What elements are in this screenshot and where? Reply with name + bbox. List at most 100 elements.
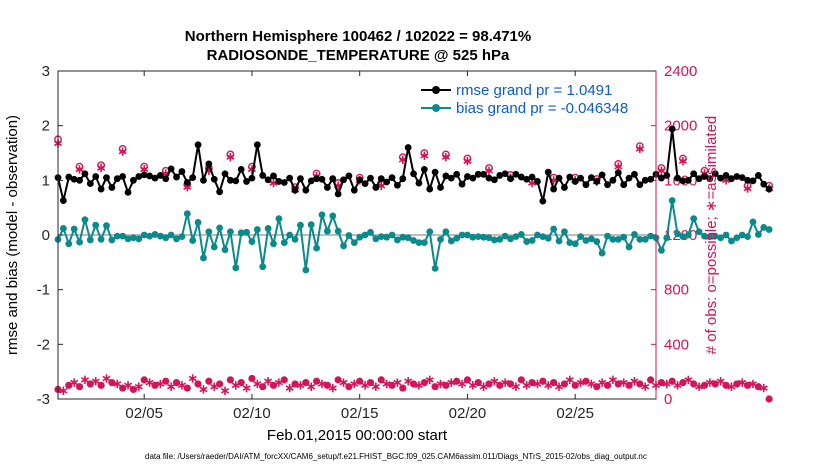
left-tick-label: -2 (37, 336, 50, 353)
rmse-point (706, 175, 714, 183)
obs-low-possible-marker (442, 381, 450, 389)
rmse-point (690, 170, 698, 178)
bias-point (70, 225, 78, 233)
rmse-point (108, 184, 116, 191)
obs-low-possible-marker (302, 379, 310, 387)
obs-low-assimilated-marker (630, 378, 639, 385)
obs-low-assimilated-marker (80, 377, 89, 383)
rmse-point (550, 185, 558, 193)
obs-low-possible-marker (119, 384, 127, 392)
obs-low-possible-marker (463, 376, 472, 384)
rmse-point (760, 180, 768, 188)
rmse-point (307, 177, 315, 185)
bias-point (744, 233, 751, 241)
bias-point (458, 231, 466, 239)
rmse-point (210, 175, 218, 183)
bias-series (54, 197, 773, 274)
x-tick-label: 02/15 (341, 405, 379, 422)
obs-low-possible-marker (528, 379, 536, 387)
right-tick-label: 800 (664, 282, 689, 299)
rmse-point (286, 174, 294, 182)
obs-low-assimilated-marker (619, 379, 628, 386)
bias-point (183, 210, 191, 218)
rmse-point (507, 175, 514, 183)
obs-low-assimilated-marker (188, 375, 197, 382)
rmse-point (388, 174, 396, 182)
obs-low-possible-marker (690, 380, 698, 388)
obs-low-possible-marker (571, 381, 579, 389)
obs-low-assimilated-marker (748, 381, 758, 387)
obs-assimilated-marker (140, 166, 149, 173)
rmse-point (722, 172, 730, 179)
rmse-point (65, 173, 73, 181)
bias-point (275, 215, 283, 223)
bias-point (178, 233, 186, 241)
rmse-point (97, 185, 105, 193)
rmse-point (577, 174, 584, 182)
obs-low-assimilated-marker (177, 382, 186, 389)
bias-point (173, 235, 180, 243)
bias-point (469, 233, 477, 241)
bias-point (243, 228, 250, 236)
obs-low-assimilated-marker (705, 379, 714, 386)
obs-low-possible-marker (388, 381, 396, 389)
bias-point (442, 228, 450, 236)
rmse-point (259, 172, 267, 179)
obs-low-possible-marker (366, 379, 375, 387)
obs-low-possible-marker (700, 381, 709, 389)
bias-point (749, 218, 757, 226)
rmse-point (647, 175, 655, 183)
bias-point (76, 238, 83, 246)
x-tick-label: 02/10 (233, 405, 271, 422)
bias-point (728, 237, 735, 245)
rmse-point (270, 172, 277, 180)
bias-point (415, 239, 423, 247)
rmse-point (334, 190, 342, 198)
rmse-point (431, 168, 439, 176)
rmse-point (717, 174, 725, 182)
bias-point (695, 228, 703, 236)
bias-point (490, 236, 498, 244)
rmse-point (534, 178, 541, 185)
rmse-point (76, 176, 83, 184)
bias-point (420, 239, 428, 247)
bias-point (571, 240, 579, 248)
obs-assimilated-marker (183, 184, 192, 190)
bias-point (297, 221, 304, 229)
obs-low-possible-marker (399, 384, 407, 392)
left-tick-label: 1 (42, 172, 50, 189)
obs-low-possible-marker (108, 379, 116, 387)
obs-low-assimilated-marker (404, 378, 413, 385)
bias-point (507, 235, 514, 243)
rmse-point (340, 176, 347, 184)
rmse-point (124, 188, 132, 196)
bias-point (205, 228, 213, 236)
bias-point (587, 235, 595, 243)
bias-point (706, 233, 714, 241)
rmse-point (226, 176, 234, 184)
obs-assimilated-marker (657, 167, 666, 174)
obs-low-assimilated-marker (91, 378, 100, 385)
bias-point (226, 228, 234, 236)
obs-low-possible-marker (485, 380, 493, 388)
obs-low-assimilated-marker (145, 379, 154, 386)
rmse-point (264, 176, 272, 184)
bias-point (404, 234, 412, 242)
bias-point (701, 232, 708, 240)
bias-point (760, 223, 768, 231)
rmse-point (593, 178, 601, 185)
obs-low-possible-marker (291, 380, 299, 388)
bias-point (474, 233, 482, 241)
rmse-point (501, 170, 509, 178)
bias-point (722, 231, 730, 239)
bias-point (119, 232, 127, 240)
right-axis-ticks: 04008001200160020002400 (651, 63, 697, 408)
rmse-point (674, 174, 681, 182)
rmse-point (356, 176, 364, 184)
rmse-point (480, 170, 488, 178)
bias-point (313, 244, 320, 252)
rmse-point (695, 175, 703, 183)
obs-low-possible-marker (377, 376, 385, 384)
rmse-point (162, 175, 170, 183)
obs-low-possible-marker (248, 374, 256, 383)
